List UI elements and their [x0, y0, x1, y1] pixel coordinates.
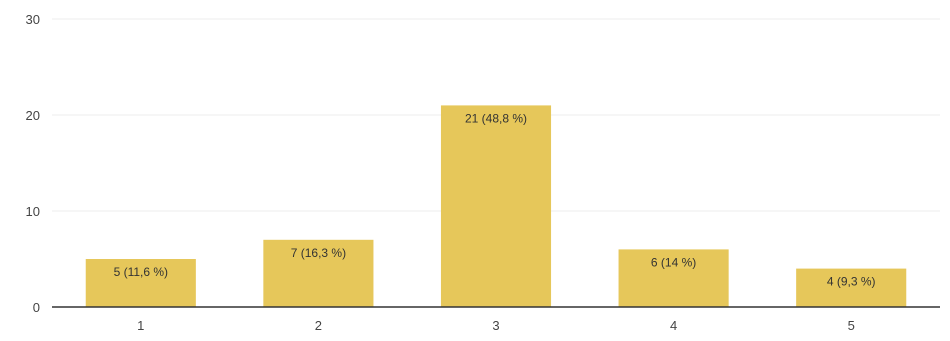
- x-tick-label: 4: [670, 318, 677, 333]
- y-tick-label: 0: [33, 300, 40, 315]
- data-label: 21 (48,8 %): [465, 111, 527, 125]
- bar: [263, 239, 374, 307]
- x-tick-label: 3: [492, 318, 499, 333]
- data-label: 4 (9,3 %): [827, 275, 876, 289]
- bar: [796, 268, 907, 307]
- y-axis-ticks: 0 10 20 30: [26, 12, 40, 315]
- y-tick-label: 30: [26, 12, 40, 27]
- x-tick-label: 1: [137, 318, 144, 333]
- bar: [618, 249, 729, 307]
- bars: [85, 105, 907, 308]
- data-label: 5 (11,6 %): [114, 265, 168, 279]
- data-label: 7 (16,3 %): [291, 246, 346, 260]
- x-tick-label: 2: [315, 318, 322, 333]
- y-tick-label: 20: [26, 108, 40, 123]
- data-label: 6 (14 %): [651, 255, 696, 269]
- x-axis-ticks: 1 2 3 4 5: [137, 318, 855, 333]
- y-tick-label: 10: [26, 204, 40, 219]
- x-tick-label: 5: [848, 318, 855, 333]
- bar: [440, 105, 552, 308]
- bar: [85, 259, 196, 307]
- data-labels: 5 (11,6 %) 7 (16,3 %) 21 (48,8 %) 6 (14 %) 4…: [114, 111, 876, 288]
